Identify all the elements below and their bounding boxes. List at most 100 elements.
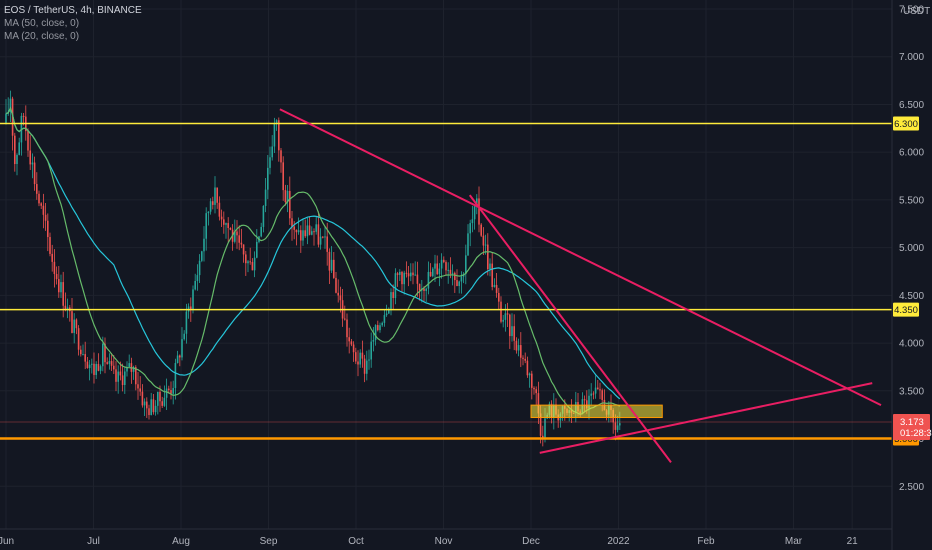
candle-body [289, 190, 291, 219]
candle-body [33, 162, 36, 185]
candle-body [245, 254, 247, 264]
legend-title[interactable]: EOS / TetherUS, 4h, BINANCE [4, 5, 142, 16]
candle-body [60, 282, 62, 293]
candle-body [161, 401, 163, 406]
x-tick-label: Mar [785, 536, 803, 547]
x-tick-label: 2022 [607, 536, 630, 547]
candle-body [262, 205, 265, 227]
horizontal-levels [0, 122, 892, 440]
candle-body [106, 362, 108, 364]
candle-body [146, 401, 148, 409]
candle-body [478, 198, 480, 225]
x-tick-label: Sep [260, 536, 278, 547]
currency-label: USDT [903, 6, 930, 17]
legend-ma-20[interactable]: MA (20, close, 0) [4, 31, 80, 42]
candle-body [163, 397, 166, 406]
candle-body [315, 224, 317, 232]
candle-body [115, 369, 117, 382]
candle-body [539, 413, 542, 436]
y-tick-label: 4.500 [899, 291, 924, 302]
candle-body [469, 223, 471, 234]
last-price-label: 3.173 [900, 417, 924, 428]
candle-body [583, 399, 586, 401]
x-axis-ticks: Jun Jul Aug Sep Oct Nov Dec 2022 Feb Mar 21 [0, 536, 858, 547]
candle-body [476, 198, 478, 207]
candle-body [500, 301, 502, 322]
candle-body [454, 272, 456, 281]
candle-body [126, 366, 128, 372]
candle-body [260, 226, 262, 237]
candle-body [27, 131, 29, 151]
x-tick-label: Nov [435, 536, 453, 547]
candles [5, 90, 621, 447]
candle-body [381, 322, 383, 326]
candle-body [176, 355, 179, 364]
candle-body [465, 255, 467, 275]
candle-body [586, 400, 588, 409]
trend-line [468, 194, 672, 463]
candle-body [436, 263, 438, 275]
candle-body [531, 373, 533, 388]
candle-body [425, 288, 427, 291]
level-price-tag-label: 4.350 [894, 305, 918, 316]
ma-50-line [5, 106, 621, 400]
candle-body [143, 401, 146, 406]
x-tick-label: 21 [847, 536, 859, 547]
candle-body [192, 289, 194, 310]
candle-body [51, 253, 53, 262]
candle-body [438, 268, 441, 275]
candle-body [291, 218, 293, 227]
candle-body [227, 223, 229, 228]
candle-body [357, 361, 359, 365]
candle-body [82, 354, 84, 356]
candle-body [234, 231, 236, 242]
candle-body [168, 388, 170, 391]
x-tick-label: Jun [0, 536, 14, 547]
y-tick-label: 3.500 [899, 386, 924, 397]
candle-body [370, 341, 372, 360]
candle-body [326, 236, 328, 252]
candle-body [218, 202, 221, 217]
candle-body [429, 271, 432, 277]
candle-body [328, 251, 331, 271]
candle-body [487, 244, 489, 270]
candle-body [214, 187, 216, 205]
price-axis[interactable] [892, 0, 932, 550]
y-tick-label: 7.500 [899, 5, 924, 16]
candle-body [31, 162, 34, 165]
candle-body [407, 273, 410, 277]
candle-body [88, 364, 91, 368]
candle-body [491, 263, 493, 287]
candle-body [396, 273, 399, 275]
candle-body [498, 292, 500, 302]
candle-body [212, 201, 214, 205]
candle-body [58, 279, 60, 293]
candle-body [344, 318, 346, 320]
candle-body [16, 154, 18, 165]
candle-body [451, 272, 454, 274]
candle-body [590, 393, 592, 396]
candle-body [216, 187, 218, 203]
candle-body [9, 98, 12, 112]
candle-body [513, 326, 515, 341]
candle-body [229, 227, 232, 230]
y-tick-label: 2.500 [899, 482, 924, 493]
legend-ma-50[interactable]: MA (50, close, 0) [4, 18, 80, 29]
moving-averages [5, 106, 621, 415]
candle-body [467, 233, 469, 256]
ma-20-line [5, 106, 621, 415]
candle-body [330, 259, 333, 271]
candle-body [401, 271, 403, 285]
candle-body [377, 325, 379, 331]
zone-rect [530, 404, 663, 419]
candle-body [447, 269, 449, 271]
candle-body [47, 220, 49, 238]
candle-body [194, 280, 196, 290]
candle-body [238, 235, 240, 243]
candle-body [471, 219, 474, 224]
candle-body [597, 387, 599, 390]
candle-body [592, 393, 595, 395]
candle-body [511, 326, 513, 337]
candle-body [183, 333, 185, 340]
